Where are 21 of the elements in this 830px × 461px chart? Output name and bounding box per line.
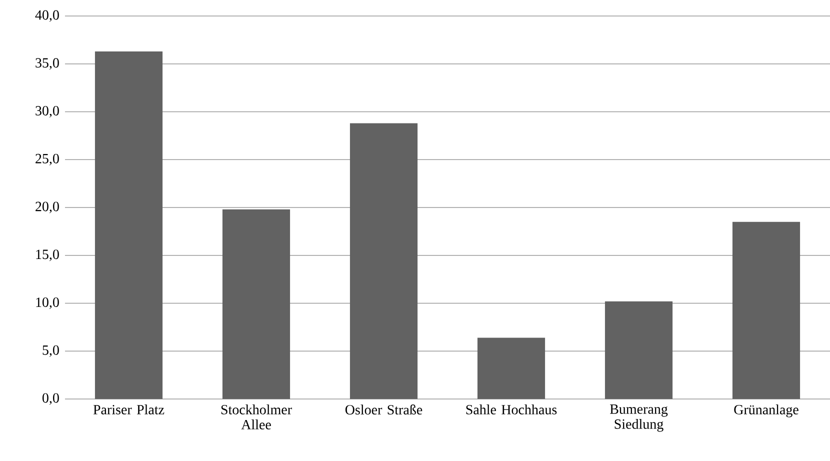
x-tick-label: Stockholmer Allee bbox=[221, 404, 292, 430]
x-tick-label: Sahle Hochhaus bbox=[466, 404, 557, 414]
y-tick-label: 35,0 bbox=[36, 58, 59, 70]
bar bbox=[350, 123, 418, 399]
bar bbox=[477, 338, 546, 399]
y-tick-label: 5,0 bbox=[42, 345, 59, 357]
bar bbox=[222, 209, 290, 399]
y-tick-label: 25,0 bbox=[36, 154, 59, 166]
y-tick-label: 40,0 bbox=[35, 10, 59, 22]
bar bbox=[604, 301, 673, 399]
x-tick-label: Grünanlage bbox=[734, 404, 798, 418]
y-tick-label: 15,0 bbox=[36, 250, 59, 262]
y-tick-label: 0,0 bbox=[42, 393, 59, 405]
x-tick-label: Pariser Platz bbox=[93, 404, 164, 414]
y-tick-label: 10,0 bbox=[36, 298, 59, 309]
x-tick-label: Bumerang Siedlung bbox=[610, 404, 668, 432]
x-tick-label: Osloer Straße bbox=[345, 404, 422, 415]
y-tick-label: 20,0 bbox=[36, 202, 59, 214]
bar bbox=[94, 51, 163, 399]
bar bbox=[732, 222, 800, 399]
y-tick-label: 30,0 bbox=[36, 106, 59, 118]
